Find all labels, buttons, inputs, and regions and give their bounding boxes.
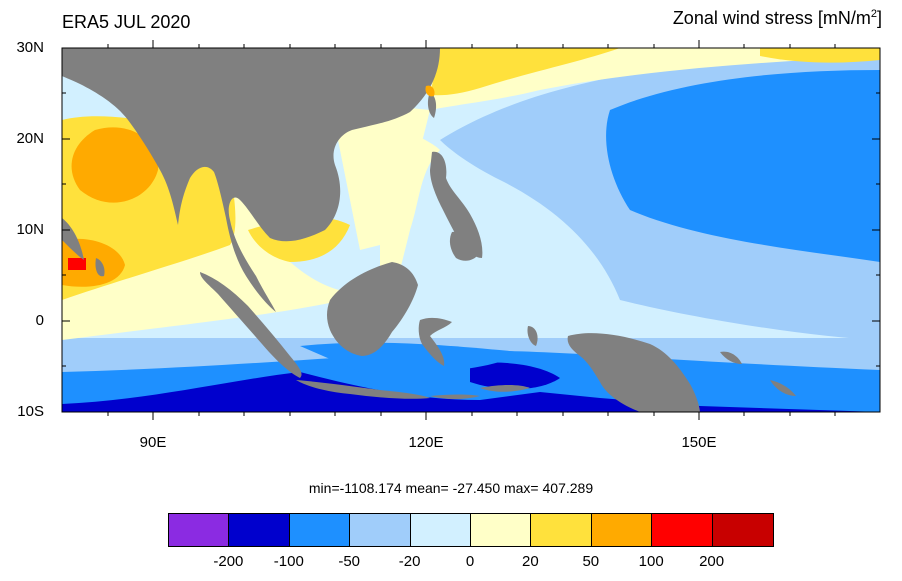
y-label-30n: 30N bbox=[16, 39, 44, 56]
land-hainan bbox=[317, 145, 333, 161]
land-java bbox=[296, 380, 430, 399]
figure-title-right: Zonal wind stress [mN/m2] bbox=[672, 8, 882, 28]
map-ticks bbox=[62, 40, 880, 420]
land-india-south bbox=[62, 218, 84, 260]
colorbar-label: 20 bbox=[522, 553, 539, 570]
land-new-britain bbox=[720, 351, 742, 364]
north-yellow-east bbox=[760, 48, 880, 63]
band-dark-blue-south bbox=[62, 372, 880, 412]
colorbar-swatch bbox=[652, 514, 713, 546]
land-sri-lanka bbox=[95, 258, 105, 277]
land-borneo bbox=[327, 262, 418, 356]
colorbar-swatch bbox=[229, 514, 290, 546]
land-sulawesi bbox=[418, 317, 452, 366]
pacific-blue-core bbox=[606, 70, 880, 262]
colorbar-label: 100 bbox=[638, 553, 664, 570]
colorbar-label: 0 bbox=[465, 553, 475, 570]
land bbox=[62, 48, 796, 412]
y-label-20n: 20N bbox=[16, 130, 44, 147]
land-mindanao bbox=[449, 231, 482, 261]
colorbar bbox=[168, 513, 774, 547]
colorbar-swatch bbox=[712, 514, 773, 546]
band-dark-blue-banda bbox=[470, 362, 560, 390]
x-label-120e: 120E bbox=[408, 434, 444, 451]
y-label-10n: 10N bbox=[16, 221, 44, 238]
colorbar-swatch bbox=[289, 514, 351, 546]
land-philippines bbox=[430, 151, 483, 258]
map-field bbox=[62, 48, 880, 412]
figure-title-left: ERA5 JUL 2020 bbox=[62, 12, 191, 32]
land-lesser-sunda bbox=[430, 394, 480, 399]
colorbar-label: 50 bbox=[582, 553, 600, 570]
colorbar-swatch bbox=[169, 514, 230, 546]
scs-pale bbox=[330, 100, 430, 250]
land-new-guinea bbox=[567, 333, 700, 412]
y-label-10s: 10S bbox=[17, 403, 44, 420]
colorbar-swatch bbox=[470, 514, 532, 546]
indian-ocean-orange bbox=[71, 127, 159, 203]
x-label-150e: 150E bbox=[681, 434, 717, 451]
colorbar-swatch bbox=[591, 514, 653, 546]
colorbar-label: 200 bbox=[699, 553, 725, 570]
x-label-90e: 90E bbox=[139, 434, 167, 451]
land-sumatra bbox=[200, 272, 302, 378]
colorbar-swatch bbox=[350, 514, 411, 546]
coast-orange-taiwan bbox=[425, 85, 435, 97]
indian-ocean-red bbox=[68, 258, 86, 270]
colorbar-swatch bbox=[531, 514, 592, 546]
colorbar-label: -100 bbox=[273, 553, 304, 570]
land-asia-mainland bbox=[62, 48, 440, 312]
y-label-0: 0 bbox=[35, 312, 44, 329]
colorbar-label: -200 bbox=[213, 553, 244, 570]
land-timor bbox=[480, 385, 530, 392]
land-halmahera bbox=[527, 326, 538, 346]
colorbar-label: -50 bbox=[338, 553, 361, 570]
colorbar-label: -20 bbox=[398, 553, 421, 570]
north-yellow bbox=[430, 48, 620, 96]
land-solomon bbox=[770, 380, 796, 396]
land-taiwan bbox=[427, 92, 437, 118]
colorbar-swatch bbox=[410, 514, 471, 546]
field-statistics: min=-1108.174 mean= -27.450 max= 407.289 bbox=[308, 480, 594, 496]
